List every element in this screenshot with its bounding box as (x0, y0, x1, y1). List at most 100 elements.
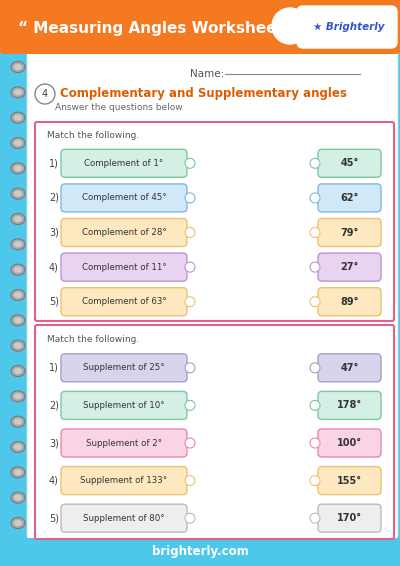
Ellipse shape (11, 62, 25, 72)
FancyBboxPatch shape (27, 51, 398, 539)
Circle shape (310, 513, 320, 523)
Ellipse shape (11, 239, 25, 250)
Circle shape (310, 262, 320, 272)
Ellipse shape (14, 241, 22, 247)
Text: 27°: 27° (340, 262, 359, 272)
FancyBboxPatch shape (0, 538, 400, 566)
Text: Match the following.: Match the following. (47, 335, 139, 344)
Circle shape (185, 438, 195, 448)
FancyBboxPatch shape (61, 288, 187, 316)
Ellipse shape (11, 87, 25, 98)
Text: Complementary and Supplementary angles: Complementary and Supplementary angles (60, 88, 347, 101)
Text: 155°: 155° (337, 475, 362, 486)
FancyBboxPatch shape (0, 0, 400, 54)
Text: 4): 4) (49, 262, 59, 272)
Circle shape (310, 400, 320, 410)
Ellipse shape (11, 315, 25, 326)
Circle shape (310, 297, 320, 307)
FancyBboxPatch shape (61, 392, 187, 419)
Circle shape (310, 438, 320, 448)
FancyBboxPatch shape (318, 218, 381, 247)
Ellipse shape (14, 342, 22, 349)
Ellipse shape (14, 64, 22, 70)
Circle shape (272, 8, 308, 44)
Circle shape (185, 475, 195, 486)
Ellipse shape (14, 469, 22, 475)
Circle shape (185, 363, 195, 373)
Text: Complement of 63°: Complement of 63° (82, 297, 166, 306)
Ellipse shape (11, 163, 25, 174)
Text: Match the following.: Match the following. (47, 131, 139, 140)
Ellipse shape (14, 419, 22, 424)
FancyBboxPatch shape (297, 6, 397, 48)
Text: 170°: 170° (337, 513, 362, 523)
FancyBboxPatch shape (318, 253, 381, 281)
Text: 45°: 45° (340, 158, 359, 168)
Ellipse shape (11, 213, 25, 225)
Text: Supplement of 80°: Supplement of 80° (83, 514, 165, 522)
Circle shape (185, 158, 195, 168)
Ellipse shape (14, 165, 22, 171)
Text: Complement of 11°: Complement of 11° (82, 263, 166, 272)
FancyBboxPatch shape (61, 466, 187, 495)
Circle shape (185, 193, 195, 203)
Text: 4): 4) (49, 475, 59, 486)
Ellipse shape (11, 517, 25, 529)
FancyBboxPatch shape (61, 504, 187, 532)
Ellipse shape (11, 340, 25, 351)
Circle shape (185, 228, 195, 238)
Text: ★ Brighterly: ★ Brighterly (313, 22, 385, 32)
Circle shape (310, 228, 320, 238)
Ellipse shape (14, 318, 22, 323)
Circle shape (310, 158, 320, 168)
Ellipse shape (14, 495, 22, 501)
Text: brighterly.com: brighterly.com (152, 546, 248, 559)
Text: Supplement of 2°: Supplement of 2° (86, 439, 162, 448)
Circle shape (185, 297, 195, 307)
Text: Supplement of 133°: Supplement of 133° (80, 476, 168, 485)
Ellipse shape (11, 112, 25, 123)
Circle shape (310, 363, 320, 373)
Text: Name:: Name: (190, 69, 224, 79)
FancyBboxPatch shape (61, 429, 187, 457)
Text: 5): 5) (49, 513, 59, 523)
Ellipse shape (11, 289, 25, 301)
Text: Complement of 45°: Complement of 45° (82, 194, 166, 203)
Text: Supplement of 10°: Supplement of 10° (83, 401, 165, 410)
Text: 62°: 62° (340, 193, 359, 203)
Ellipse shape (11, 467, 25, 478)
Ellipse shape (14, 216, 22, 222)
Ellipse shape (11, 416, 25, 427)
Text: 2): 2) (49, 400, 59, 410)
FancyBboxPatch shape (0, 0, 400, 52)
Ellipse shape (14, 191, 22, 196)
FancyBboxPatch shape (61, 354, 187, 382)
Ellipse shape (11, 391, 25, 402)
FancyBboxPatch shape (318, 429, 381, 457)
FancyBboxPatch shape (318, 466, 381, 495)
Ellipse shape (14, 115, 22, 121)
Ellipse shape (11, 492, 25, 503)
FancyBboxPatch shape (61, 253, 187, 281)
Ellipse shape (11, 264, 25, 275)
Text: 178°: 178° (337, 400, 362, 410)
FancyBboxPatch shape (318, 184, 381, 212)
FancyBboxPatch shape (318, 392, 381, 419)
FancyBboxPatch shape (318, 288, 381, 316)
Text: 3): 3) (49, 228, 59, 238)
Text: Supplement of 25°: Supplement of 25° (83, 363, 165, 372)
Ellipse shape (14, 444, 22, 450)
Text: “ Measuring Angles Worksheets: “ Measuring Angles Worksheets (18, 20, 293, 36)
FancyBboxPatch shape (318, 149, 381, 177)
Text: 3): 3) (49, 438, 59, 448)
Ellipse shape (11, 441, 25, 452)
Ellipse shape (11, 366, 25, 376)
FancyBboxPatch shape (61, 149, 187, 177)
Text: 1): 1) (49, 158, 59, 168)
FancyBboxPatch shape (318, 354, 381, 382)
Text: 79°: 79° (340, 228, 359, 238)
FancyBboxPatch shape (61, 184, 187, 212)
Text: 2): 2) (49, 193, 59, 203)
Text: Complement of 28°: Complement of 28° (82, 228, 166, 237)
FancyBboxPatch shape (35, 122, 394, 321)
